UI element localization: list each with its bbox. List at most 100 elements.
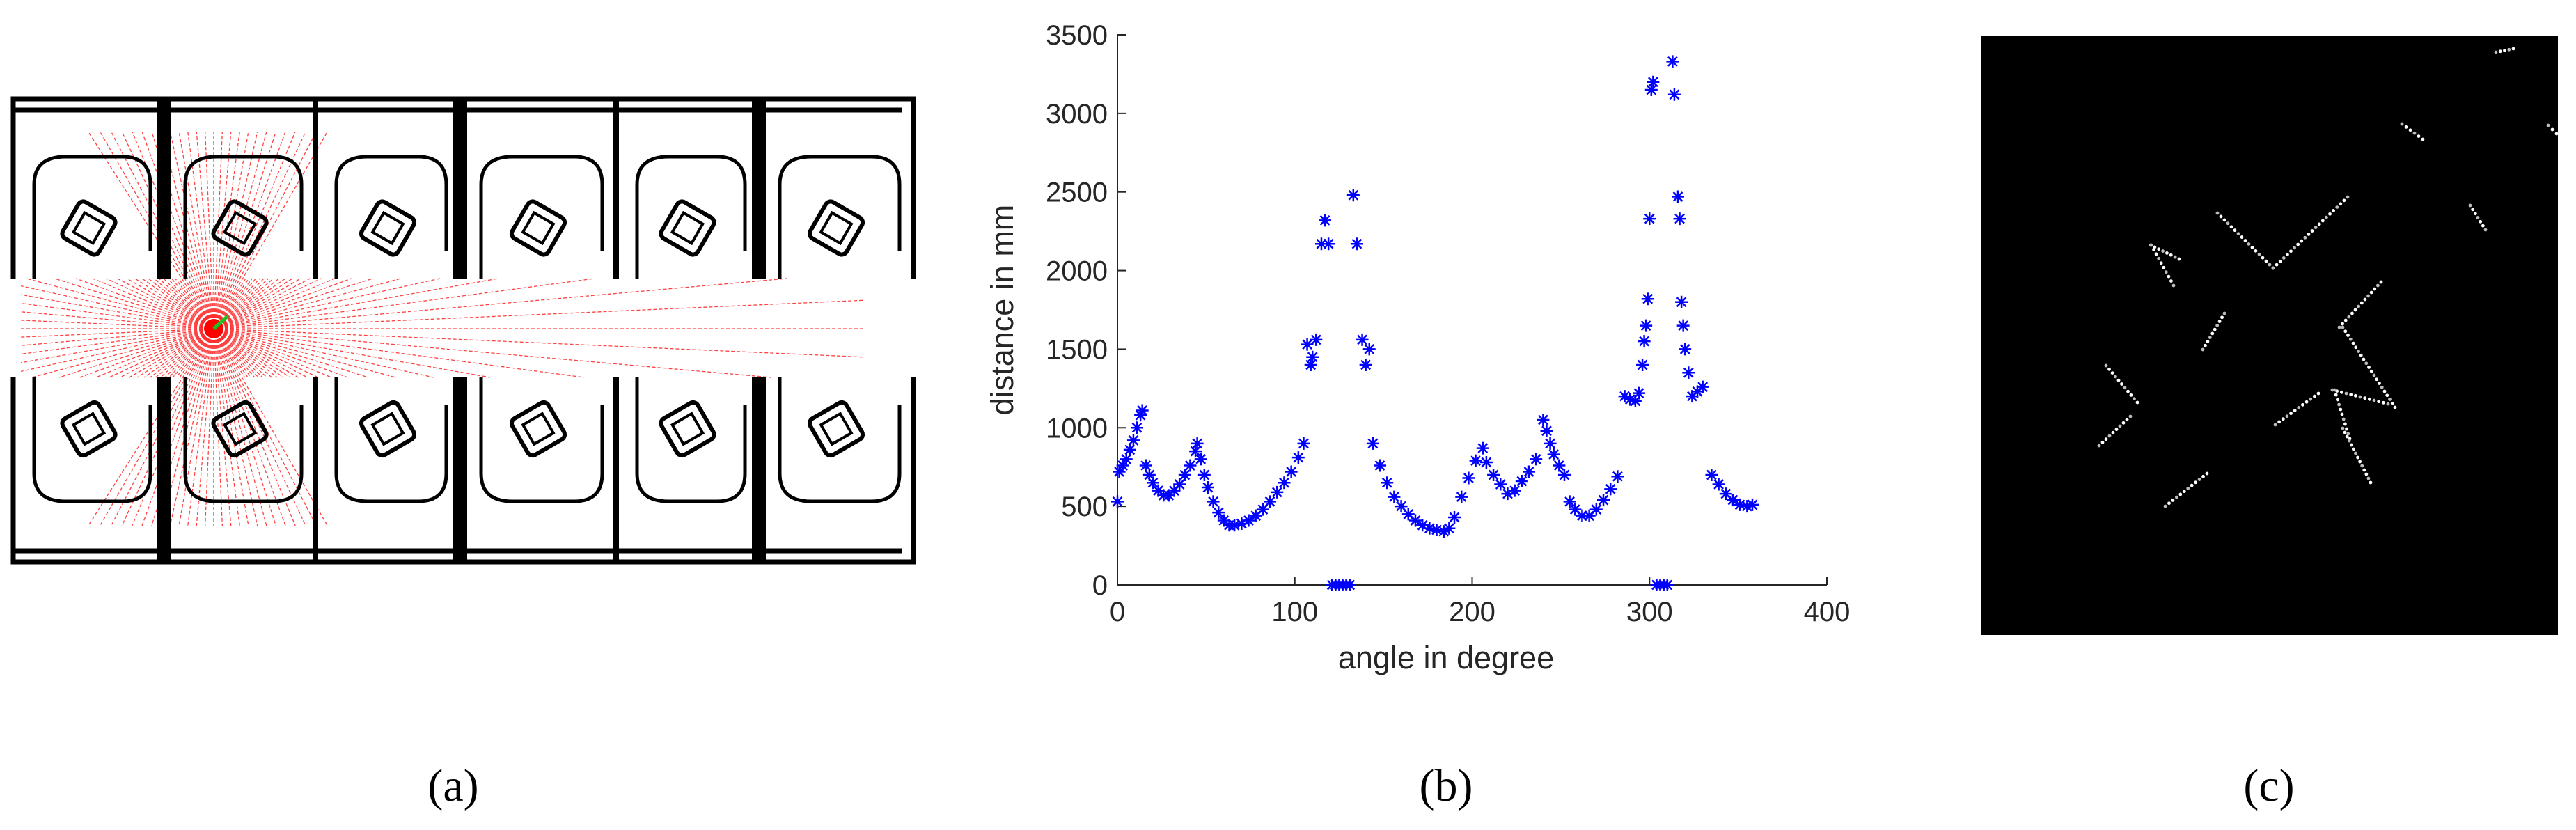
desk [183,155,304,279]
x-tick-label: 100 [1271,597,1318,627]
data-point [1374,459,1387,472]
data-point [1301,338,1314,351]
data-point [1131,421,1144,434]
data-point [1624,393,1637,406]
edge-dot [2345,427,2349,431]
desk [183,377,304,503]
laser-ray [151,132,214,329]
data-point [1644,84,1658,96]
laser-ray [213,278,336,329]
laser-ray [213,328,284,378]
edge-dot [2254,249,2258,253]
laser-ray [213,132,306,329]
edge-dot [2388,398,2392,401]
desk [778,377,902,503]
edge-dot [2375,377,2379,382]
edge-dot [2354,345,2358,350]
data-point [1362,343,1376,356]
laser-ray [111,132,214,329]
edge-dot [2404,125,2408,129]
chair [359,199,417,257]
data-point [1228,519,1241,532]
data-point [1401,508,1415,521]
laser-ray [160,328,214,378]
caption: (a) [427,760,478,811]
data-point [1116,459,1129,472]
edge-dot [2366,476,2371,480]
edge-dot [2372,398,2376,402]
edge-dot [2325,215,2328,219]
edge-dot [2159,261,2163,265]
laser-ray [141,132,214,329]
laser-ray [213,278,440,329]
edge-dot [2273,423,2277,427]
divider [752,377,766,562]
edge-dot [2471,208,2475,212]
edge-dot [2369,290,2373,295]
edge-dot [2503,49,2506,52]
edge-dot [2341,426,2345,430]
data-point [1696,380,1709,393]
data-point [1569,503,1582,516]
laser-ray [153,278,214,329]
edge-dot [2421,137,2425,141]
edge-dot [2353,393,2357,398]
laser-ray [213,132,223,329]
laser-ray [178,278,214,329]
data-point [1430,524,1443,536]
data-point [1672,190,1685,203]
chair [807,199,865,257]
laser-ray [213,328,306,526]
data-point [1191,437,1204,450]
y-tick-label: 0 [1092,570,1108,601]
edge-dot [2222,311,2226,315]
laser-ray [100,328,214,526]
edge-dot [2174,495,2178,499]
data-point [1184,459,1197,472]
edge-dot [2133,397,2136,401]
laser-ray [126,278,214,329]
divider [313,377,318,562]
laser-ray [213,132,232,329]
edge-dot [2297,406,2301,409]
edge-dot [2350,311,2354,315]
data-point [1638,335,1651,348]
data-point [1540,424,1553,437]
edge-dot [2282,256,2286,260]
data-point [1597,494,1610,507]
edge-dot [2357,350,2360,353]
chair-seat [521,412,556,446]
laser-ray [111,328,214,526]
edge-dot [2369,480,2373,485]
data-point [1134,409,1147,422]
chair [60,199,118,257]
edge-dot [2281,417,2285,421]
laser-ray [213,299,864,329]
y-axis-label: distance in mm [984,205,1020,416]
laser-ray [141,328,214,526]
data-point [1679,343,1692,356]
edge-dot [2233,228,2237,233]
laser-ray [100,132,214,329]
edge-dot [2367,397,2371,401]
edge-dot [2129,393,2133,397]
desk [778,155,902,279]
laser-ray [134,278,214,329]
edge-dot [2236,232,2240,236]
laser-ray [213,278,352,329]
edge-dot [2201,474,2205,478]
chair-seat [521,210,556,246]
data-point [1168,484,1181,497]
data-point [1604,483,1617,496]
data-point [1448,510,1461,524]
laser-ray [163,278,214,329]
data-point [1691,385,1704,398]
data-point [1111,495,1124,508]
edge-dot [2337,325,2341,329]
laser-ray [204,328,214,526]
edge-dot [2169,279,2173,283]
data-point [1640,319,1653,332]
edge-dot [2135,400,2139,405]
edge-dot [2303,235,2307,240]
edge-dot [2316,391,2320,396]
